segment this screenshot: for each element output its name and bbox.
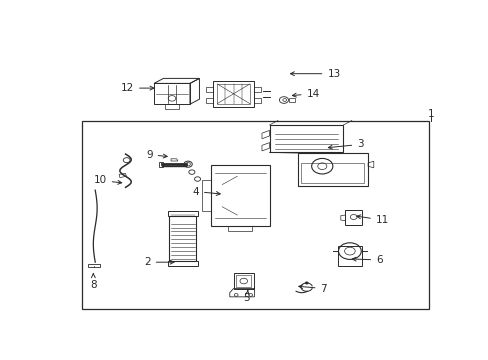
- Bar: [202, 180, 210, 211]
- Text: 3: 3: [327, 139, 363, 149]
- Bar: [82, 121, 428, 309]
- Circle shape: [305, 282, 307, 284]
- Bar: [345, 210, 362, 225]
- Text: 10: 10: [93, 175, 122, 185]
- Bar: [288, 98, 295, 102]
- Bar: [236, 275, 251, 287]
- Bar: [159, 162, 163, 167]
- Text: 2: 2: [144, 257, 174, 267]
- Text: 5: 5: [243, 291, 250, 303]
- Text: 1: 1: [427, 109, 433, 119]
- Bar: [301, 163, 364, 183]
- Text: 9: 9: [146, 150, 167, 159]
- Text: 14: 14: [292, 89, 319, 99]
- Text: 11: 11: [356, 215, 388, 225]
- Bar: [228, 226, 251, 231]
- Bar: [167, 261, 198, 266]
- Bar: [169, 216, 196, 261]
- Text: 7: 7: [298, 284, 326, 293]
- Bar: [233, 273, 254, 288]
- Bar: [269, 125, 343, 152]
- Bar: [164, 104, 179, 109]
- Bar: [254, 98, 261, 103]
- Bar: [167, 211, 198, 216]
- Bar: [210, 165, 269, 226]
- Bar: [254, 87, 261, 92]
- Bar: [337, 246, 362, 266]
- Text: 8: 8: [90, 274, 97, 290]
- Bar: [205, 98, 212, 103]
- Text: 13: 13: [290, 69, 340, 79]
- Text: 12: 12: [121, 83, 154, 93]
- Bar: [88, 264, 100, 267]
- Text: 6: 6: [351, 255, 382, 265]
- Bar: [297, 153, 367, 186]
- Bar: [205, 87, 212, 92]
- Text: 4: 4: [192, 186, 220, 197]
